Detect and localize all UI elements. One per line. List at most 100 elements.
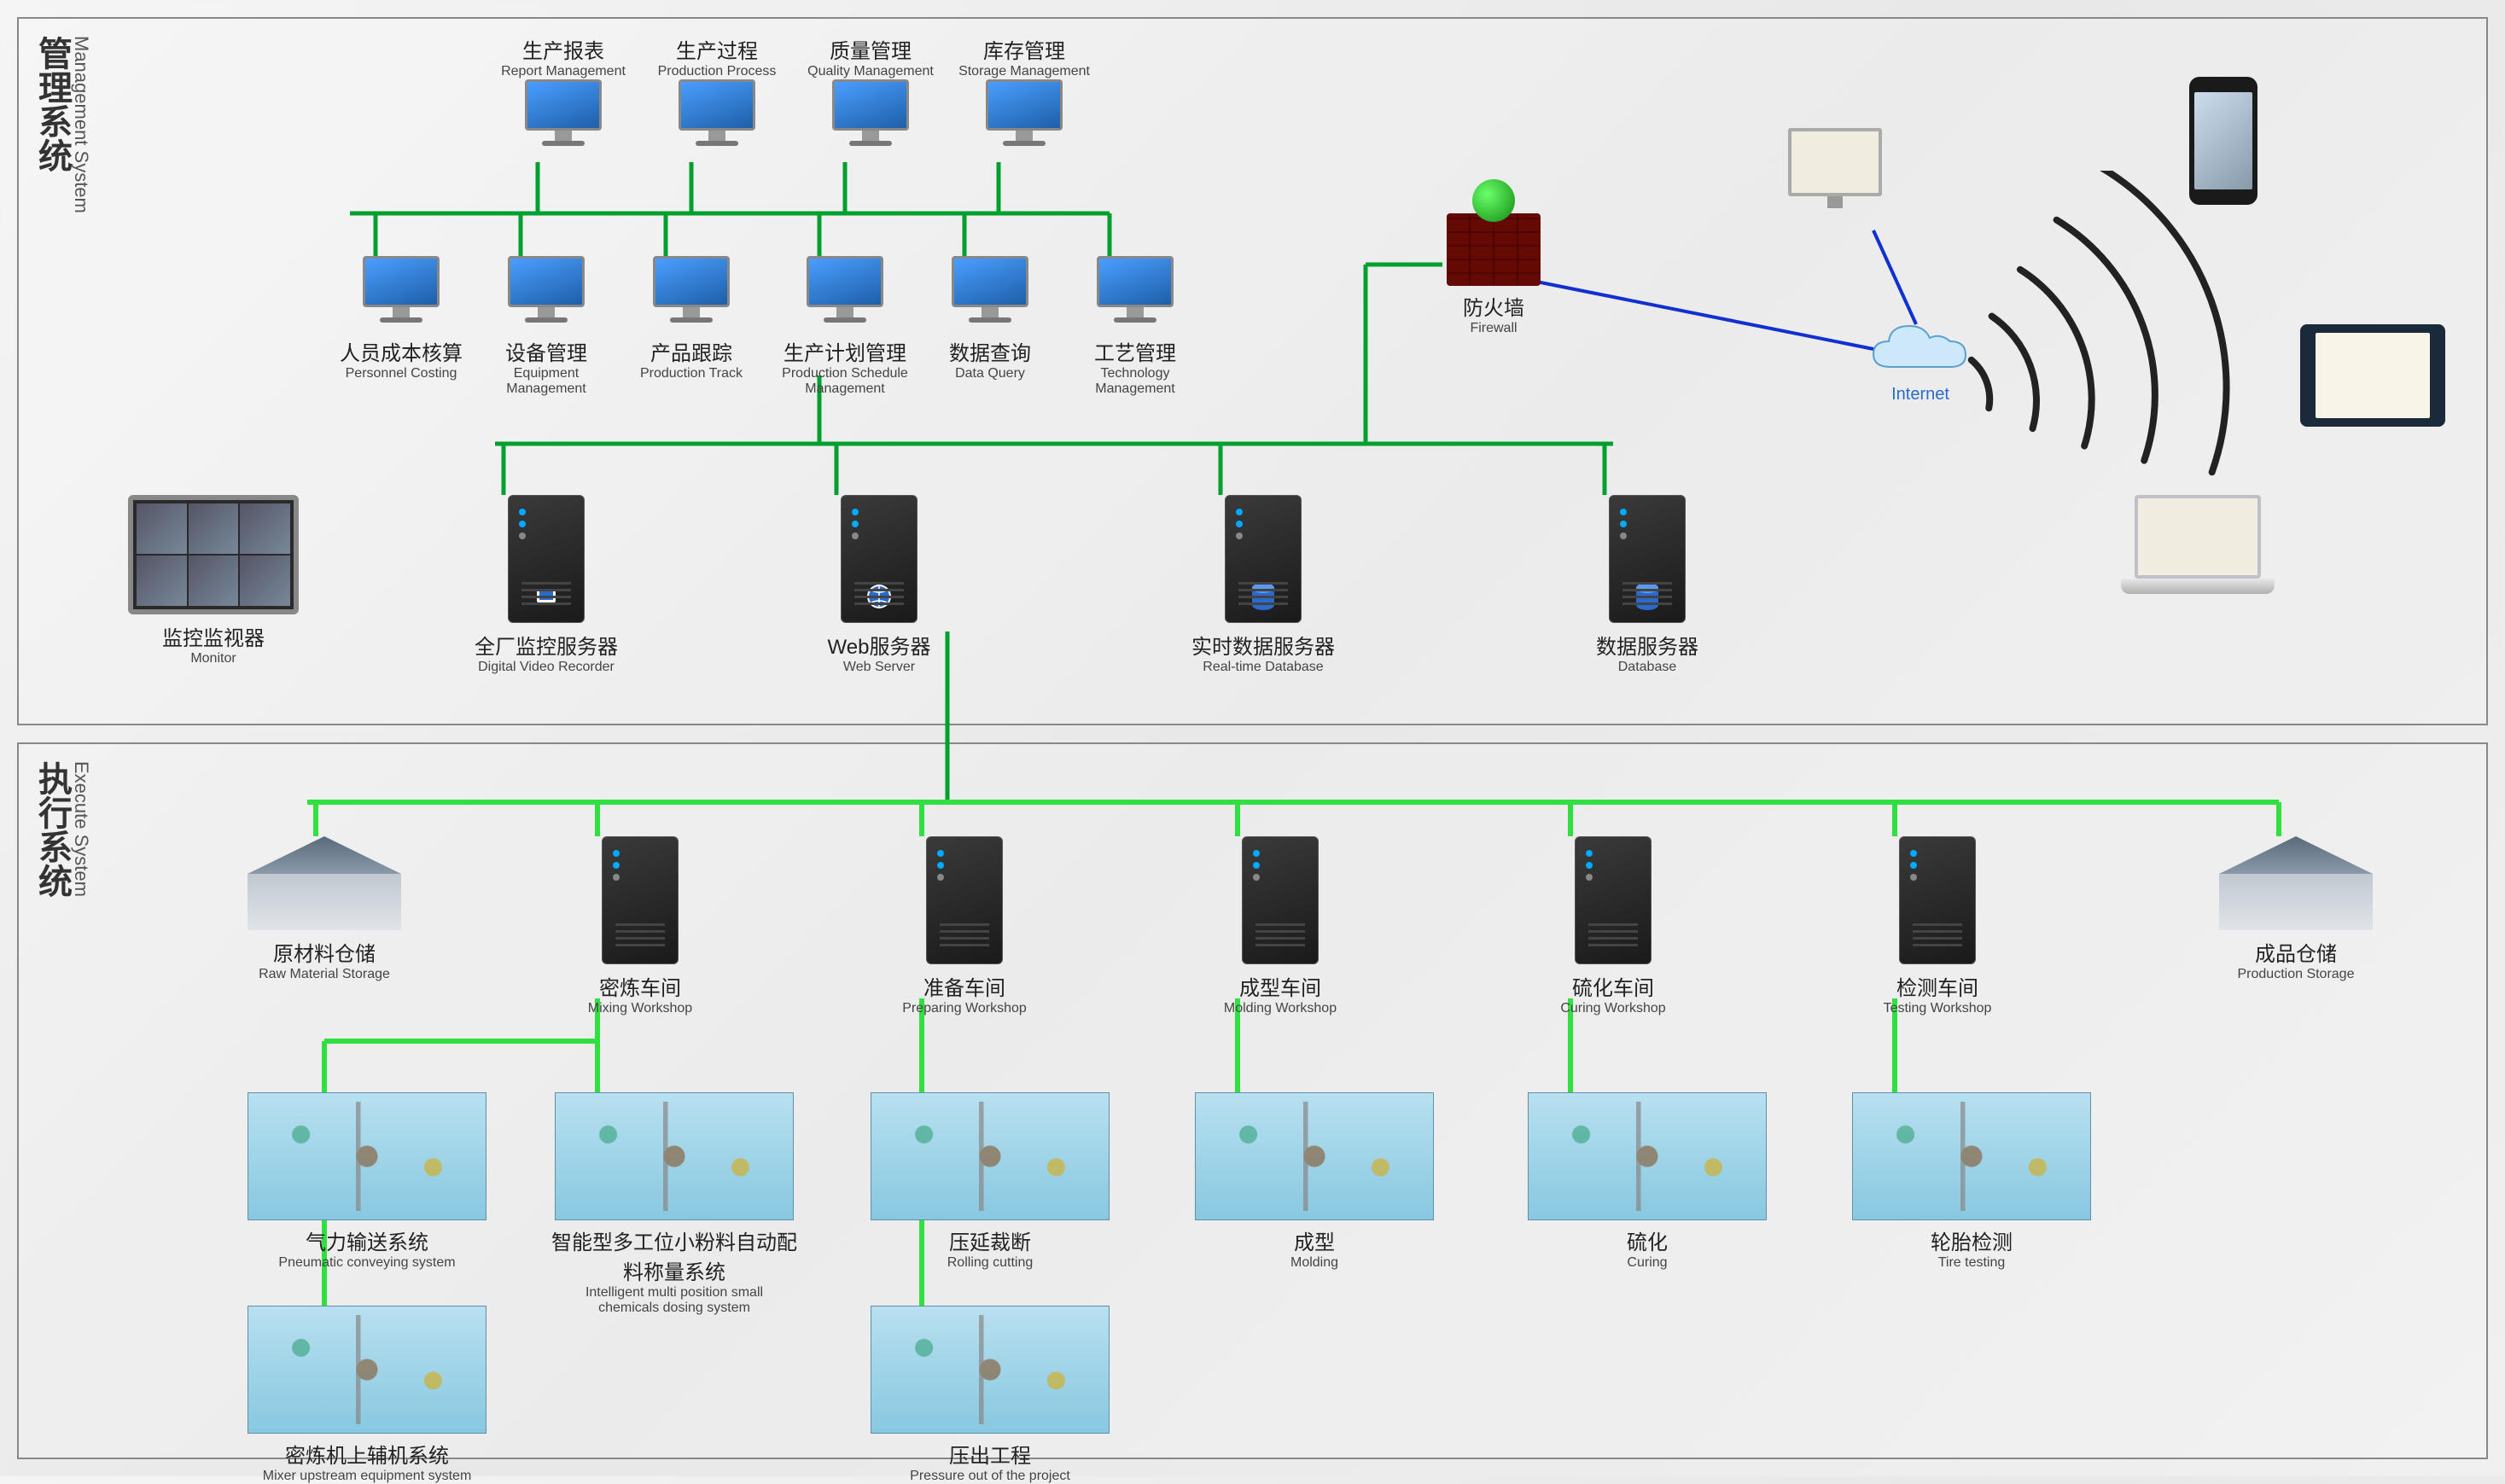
exec-label-en: Mixing Workshop [555, 1001, 725, 1016]
mgmt-top-label-en: Report Management [495, 64, 632, 79]
process-diagram-icon [871, 1306, 1110, 1434]
process-diagram-icon [1528, 1092, 1767, 1220]
tablet-icon [2300, 324, 2445, 427]
cloud-icon [1865, 316, 1976, 380]
desktop-icon [1780, 128, 1890, 222]
exec-label-en: Curing Workshop [1528, 1001, 1698, 1016]
monitor-icon [504, 256, 589, 333]
process-node: 硫化 Curing [1519, 1092, 1775, 1271]
server-node: 数据服务器 Database [1562, 495, 1733, 675]
monitor-node: 监控监视器 Monitor [128, 495, 299, 666]
process-label-en: Mixer upstream equipment system [248, 1469, 486, 1484]
exec-label-en: Preparing Workshop [879, 1001, 1050, 1016]
exec-label-cn: 硫化车间 [1528, 971, 1698, 1001]
server-label-en: Web Server [794, 660, 964, 675]
mgmt-top-label-en: Storage Management [956, 64, 1092, 79]
mgmt-mid-node: 产品跟踪 Production Track [623, 256, 760, 381]
internet-node: Internet [1861, 316, 1980, 404]
monitor-icon [649, 256, 734, 333]
exec-node: 准备车间 Preparing Workshop [879, 836, 1050, 1016]
server-label-cn: Web服务器 [794, 630, 964, 660]
mgmt-mid-label-en: Equipment Management [478, 366, 615, 397]
server-tower-icon [1225, 495, 1302, 623]
server-tower-icon [1609, 495, 1686, 623]
mgmt-mid-label-cn: 数据查询 [922, 336, 1058, 366]
monitor-icon [982, 79, 1067, 156]
server-badge-icon [1628, 578, 1666, 615]
server-label-cn: 全厂监控服务器 [461, 630, 632, 660]
smartphone-icon [2189, 77, 2257, 205]
execute-title-en: Execute System [70, 761, 92, 897]
exec-node: 成型车间 Molding Workshop [1195, 836, 1366, 1016]
process-label-cn: 硫化 [1519, 1225, 1775, 1255]
server-node: Web服务器 Web Server [794, 495, 964, 675]
process-label-cn: 密炼机上辅机系统 [239, 1439, 495, 1469]
process-diagram-icon [555, 1092, 794, 1220]
process-label-en: Pressure out of the project [871, 1469, 1110, 1484]
mgmt-top-label-cn: 生产报表 [495, 34, 632, 64]
process-diagram-icon [248, 1092, 486, 1220]
process-node: 压延裁断 Rolling cutting [862, 1092, 1118, 1271]
remote-desktop [1775, 128, 1895, 227]
exec-node: 成品仓储 Production Storage [2211, 836, 2381, 982]
monitor-icon [1092, 256, 1178, 333]
process-label-cn: 气力输送系统 [239, 1225, 495, 1255]
monitor-label-en: Monitor [128, 651, 299, 666]
process-node: 密炼机上辅机系统 Mixer upstream equipment system [239, 1306, 495, 1484]
server-tower-icon [508, 495, 585, 623]
exec-label-cn: 密炼车间 [555, 971, 725, 1001]
mgmt-top-label-cn: 质量管理 [802, 34, 939, 64]
mgmt-mid-label-en: Technology Management [1067, 366, 1203, 397]
mgmt-top-node: 质量管理 Quality Management [802, 34, 939, 160]
firewall-icon [1447, 213, 1541, 286]
monitor-label-cn: 监控监视器 [128, 621, 299, 651]
exec-label-cn: 成品仓储 [2211, 937, 2381, 967]
mgmt-top-label-cn: 库存管理 [956, 34, 1092, 64]
server-label-cn: 数据服务器 [1562, 630, 1733, 660]
process-label-en: Rolling cutting [871, 1255, 1110, 1271]
firewall-label-en: Firewall [1442, 321, 1545, 336]
cctv-monitor-icon [128, 495, 299, 614]
exec-label-cn: 准备车间 [879, 971, 1050, 1001]
process-label-cn: 轮胎检测 [1844, 1225, 2100, 1255]
mgmt-top-node: 库存管理 Storage Management [956, 34, 1092, 160]
server-node: 实时数据服务器 Real-time Database [1178, 495, 1349, 675]
process-label-cn: 智能型多工位小粉料自动配料称量系统 [546, 1225, 802, 1285]
mgmt-top-label-en: Production Process [649, 64, 785, 79]
process-label-en: Pneumatic conveying system [248, 1255, 486, 1271]
firewall-node: 防火墙 Firewall [1442, 213, 1545, 336]
process-label-en: Molding [1195, 1255, 1434, 1271]
process-diagram-icon [1852, 1092, 2091, 1220]
firewall-label-cn: 防火墙 [1442, 291, 1545, 321]
process-label-cn: 成型 [1186, 1225, 1442, 1255]
server-badge-icon [860, 578, 898, 615]
remote-laptop [2117, 495, 2279, 597]
monitor-icon [521, 79, 606, 156]
server-tower-icon [602, 836, 679, 964]
monitor-icon [947, 256, 1033, 333]
mgmt-mid-label-en: Production Schedule Management [777, 366, 913, 397]
exec-node: 检测车间 Testing Workshop [1852, 836, 2023, 1016]
exec-label-cn: 成型车间 [1195, 971, 1366, 1001]
monitor-icon [828, 79, 913, 156]
management-title-en: Management System [70, 36, 92, 213]
server-tower-icon [1575, 836, 1652, 964]
process-node: 轮胎检测 Tire testing [1844, 1092, 2100, 1271]
warehouse-icon [248, 836, 401, 930]
exec-label-cn: 原材料仓储 [239, 937, 410, 967]
mgmt-mid-label-cn: 工艺管理 [1067, 336, 1203, 366]
mgmt-top-label-cn: 生产过程 [649, 34, 785, 64]
remote-tablet [2296, 324, 2450, 427]
mgmt-top-node: 生产报表 Report Management [495, 34, 632, 160]
server-tower-icon [1242, 836, 1319, 964]
process-diagram-icon [871, 1092, 1110, 1220]
mgmt-top-label-en: Quality Management [802, 64, 939, 79]
mgmt-mid-label-cn: 设备管理 [478, 336, 615, 366]
monitor-icon [358, 256, 444, 333]
monitor-icon [674, 79, 760, 156]
mgmt-mid-label-en: Data Query [922, 366, 1058, 381]
warehouse-icon [2219, 836, 2373, 930]
process-node: 气力输送系统 Pneumatic conveying system [239, 1092, 495, 1271]
server-tower-icon [1899, 836, 1976, 964]
process-diagram-icon [1195, 1092, 1434, 1220]
